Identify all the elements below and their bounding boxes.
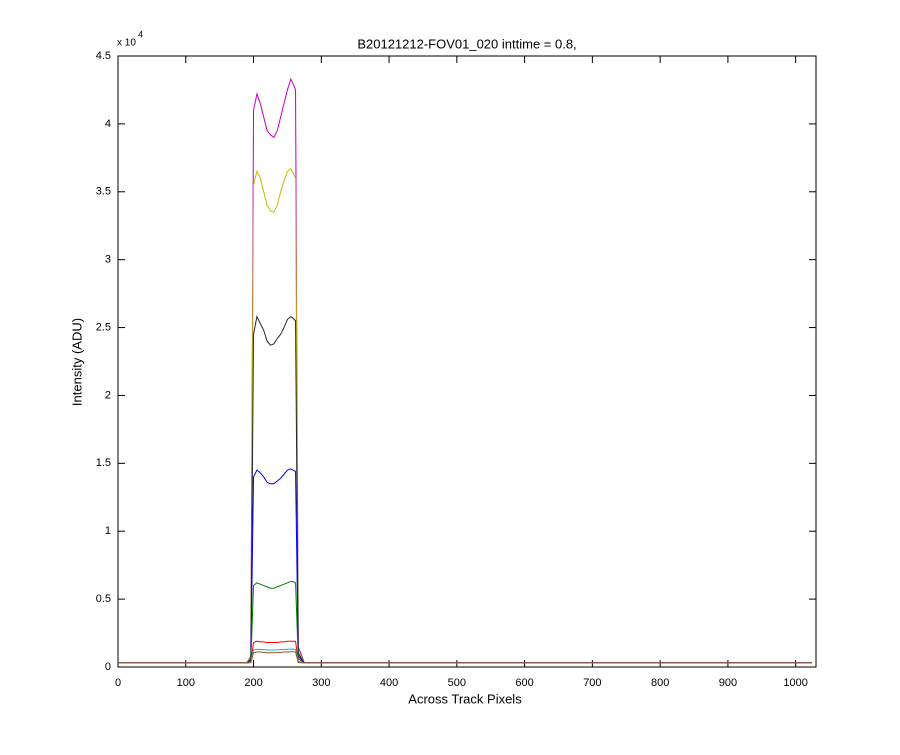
y-tick-label: 4 xyxy=(105,118,111,130)
plot-frame xyxy=(117,55,817,668)
y-exponent-base: x 10 xyxy=(117,38,136,49)
x-tick-label: 100 xyxy=(177,677,195,689)
x-tick-label: 800 xyxy=(651,677,669,689)
y-tick-label: 1 xyxy=(105,525,111,537)
data-line xyxy=(118,468,812,664)
data-line xyxy=(118,315,812,664)
y-tick-label: 3.5 xyxy=(96,186,111,198)
y-tick-label: 3 xyxy=(105,254,111,266)
x-tick-label: 0 xyxy=(115,677,121,689)
x-tick-label: 500 xyxy=(448,677,466,689)
data-line xyxy=(118,580,812,664)
data-line xyxy=(118,167,812,664)
y-axis-label: Intensity (ADU) xyxy=(69,318,84,406)
chart-title: B20121212-FOV01_020 inttime = 0.8, xyxy=(357,36,576,51)
y-exponent-power: 4 xyxy=(138,29,143,39)
data-line xyxy=(118,651,812,664)
data-line xyxy=(118,640,812,664)
y-tick-label: 4.5 xyxy=(96,50,111,62)
x-tick-label: 1000 xyxy=(783,677,807,689)
x-tick-label: 600 xyxy=(515,677,533,689)
x-tick-label: 200 xyxy=(244,677,262,689)
x-tick-label: 300 xyxy=(312,677,330,689)
data-line xyxy=(118,648,812,664)
y-tick-label: 2 xyxy=(105,389,111,401)
x-tick-label: 400 xyxy=(380,677,398,689)
x-tick-label: 700 xyxy=(583,677,601,689)
data-line xyxy=(118,77,812,664)
y-tick-label: 2.5 xyxy=(96,321,111,333)
y-tick-label: 1.5 xyxy=(96,457,111,469)
x-tick-label: 900 xyxy=(719,677,737,689)
y-tick-label: 0 xyxy=(105,661,111,673)
y-tick-label: 0.5 xyxy=(96,593,111,605)
x-axis-label: Across Track Pixels xyxy=(408,691,522,706)
